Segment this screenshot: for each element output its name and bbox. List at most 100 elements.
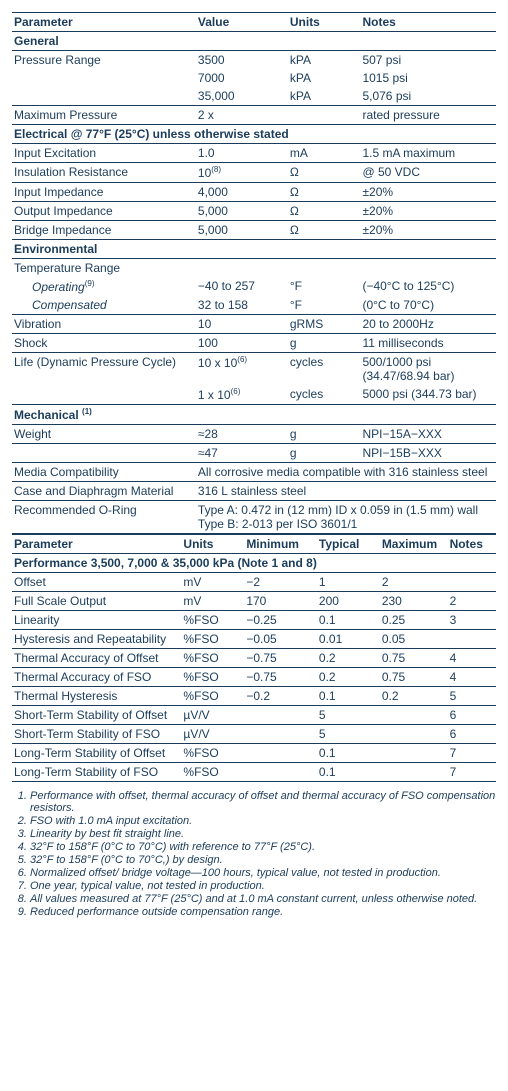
col-header: Parameter xyxy=(12,535,181,554)
notes-cell: (0°C to 70°C) xyxy=(360,296,496,315)
section-header: Environmental xyxy=(12,240,496,259)
units-cell: kPA xyxy=(288,69,361,87)
units-cell: gRMS xyxy=(288,315,361,334)
note-ref-cell: 6 xyxy=(448,725,496,744)
units-cell: g xyxy=(288,334,361,353)
param-cell: Thermal Hysteresis xyxy=(12,687,181,706)
col-header: Units xyxy=(181,535,244,554)
max-cell xyxy=(380,725,448,744)
notes-cell: NPI−15B−XXX xyxy=(360,444,496,463)
value-cell: 4,000 xyxy=(196,183,288,202)
span-cell: Type A: 0.472 in (12 mm) ID x 0.059 in (… xyxy=(196,501,496,534)
footnote-item: Performance with offset, thermal accurac… xyxy=(30,790,496,814)
units-cell: kPA xyxy=(288,87,361,106)
max-cell xyxy=(380,763,448,782)
notes-cell: 20 to 2000Hz xyxy=(360,315,496,334)
units-cell: %FSO xyxy=(181,744,244,763)
notes-cell: rated pressure xyxy=(360,106,496,125)
notes-cell: 1015 psi xyxy=(360,69,496,87)
max-cell: 0.75 xyxy=(380,668,448,687)
section-header: Performance 3,500, 7,000 & 35,000 kPa (N… xyxy=(12,554,496,573)
param-cell: Media Compatibility xyxy=(12,463,196,482)
footnote-item: One year, typical value, not tested in p… xyxy=(30,880,496,892)
units-cell: Ω xyxy=(288,163,361,183)
param-cell: Thermal Accuracy of Offset xyxy=(12,649,181,668)
note-ref-cell xyxy=(448,630,496,649)
param-cell: Pressure Range xyxy=(12,51,196,70)
span-cell: 316 L stainless steel xyxy=(196,482,496,501)
note-ref-cell: 6 xyxy=(448,706,496,725)
units-cell: %FSO xyxy=(181,611,244,630)
col-header: Value xyxy=(196,13,288,32)
param-cell: Temperature Range xyxy=(12,259,196,278)
value-cell: 5,000 xyxy=(196,202,288,221)
param-cell: Weight xyxy=(12,425,196,444)
typ-cell: 0.1 xyxy=(317,611,380,630)
notes-cell: NPI−15A−XXX xyxy=(360,425,496,444)
value-cell: 10(8) xyxy=(196,163,288,183)
note-ref-cell: 7 xyxy=(448,763,496,782)
units-cell: °F xyxy=(288,277,361,296)
units-cell: mV xyxy=(181,592,244,611)
units-cell: g xyxy=(288,444,361,463)
notes-cell: 11 milliseconds xyxy=(360,334,496,353)
max-cell: 2 xyxy=(380,573,448,592)
notes-cell: (−40°C to 125°C) xyxy=(360,277,496,296)
footnote-item: 32°F to 158°F (0°C to 70°C) with referen… xyxy=(30,841,496,853)
param-cell xyxy=(12,69,196,87)
notes-cell: 5,076 psi xyxy=(360,87,496,106)
max-cell: 0.25 xyxy=(380,611,448,630)
units-cell: g xyxy=(288,425,361,444)
typ-cell: 0.2 xyxy=(317,668,380,687)
typ-cell: 0.1 xyxy=(317,763,380,782)
units-cell: cycles xyxy=(288,353,361,386)
param-cell: Case and Diaphragm Material xyxy=(12,482,196,501)
max-cell: 0.2 xyxy=(380,687,448,706)
units-cell: °F xyxy=(288,296,361,315)
notes-cell: @ 50 VDC xyxy=(360,163,496,183)
footnote-item: All values measured at 77°F (25°C) and a… xyxy=(30,893,496,905)
param-cell: Vibration xyxy=(12,315,196,334)
notes-cell: 5000 psi (344.73 bar) xyxy=(360,385,496,405)
notes-cell: 1.5 mA maximum xyxy=(360,144,496,163)
units-cell: Ω xyxy=(288,202,361,221)
param-cell: Shock xyxy=(12,334,196,353)
value-cell: 5,000 xyxy=(196,221,288,240)
value-cell: 1 x 10(6) xyxy=(196,385,288,405)
section-header: General xyxy=(12,32,496,51)
footnote-item: Reduced performance outside compensation… xyxy=(30,906,496,918)
note-ref-cell xyxy=(448,573,496,592)
col-header: Notes xyxy=(360,13,496,32)
param-cell: Long-Term Stability of Offset xyxy=(12,744,181,763)
param-cell: Long-Term Stability of FSO xyxy=(12,763,181,782)
units-cell: Ω xyxy=(288,221,361,240)
span-cell: All corrosive media compatible with 316 … xyxy=(196,463,496,482)
typ-cell: 5 xyxy=(317,706,380,725)
max-cell: 0.75 xyxy=(380,649,448,668)
value-cell: 2 x xyxy=(196,106,288,125)
note-ref-cell: 3 xyxy=(448,611,496,630)
col-header: Minimum xyxy=(244,535,317,554)
typ-cell: 200 xyxy=(317,592,380,611)
value-cell: 1.0 xyxy=(196,144,288,163)
param-cell xyxy=(12,444,196,463)
footnote-item: FSO with 1.0 mA input excitation. xyxy=(30,815,496,827)
col-header: Units xyxy=(288,13,361,32)
value-cell: 32 to 158 xyxy=(196,296,288,315)
value-cell: 3500 xyxy=(196,51,288,70)
max-cell xyxy=(380,744,448,763)
note-ref-cell: 7 xyxy=(448,744,496,763)
typ-cell: 0.01 xyxy=(317,630,380,649)
units-cell: %FSO xyxy=(181,668,244,687)
param-cell: Linearity xyxy=(12,611,181,630)
min-cell xyxy=(244,706,317,725)
units-cell xyxy=(288,106,361,125)
note-ref-cell: 4 xyxy=(448,649,496,668)
typ-cell: 5 xyxy=(317,725,380,744)
typ-cell: 0.2 xyxy=(317,649,380,668)
notes-cell: 507 psi xyxy=(360,51,496,70)
min-cell: −0.75 xyxy=(244,668,317,687)
value-cell: ≈47 xyxy=(196,444,288,463)
section-header: Electrical @ 77°F (25°C) unless otherwis… xyxy=(12,125,496,144)
max-cell: 230 xyxy=(380,592,448,611)
